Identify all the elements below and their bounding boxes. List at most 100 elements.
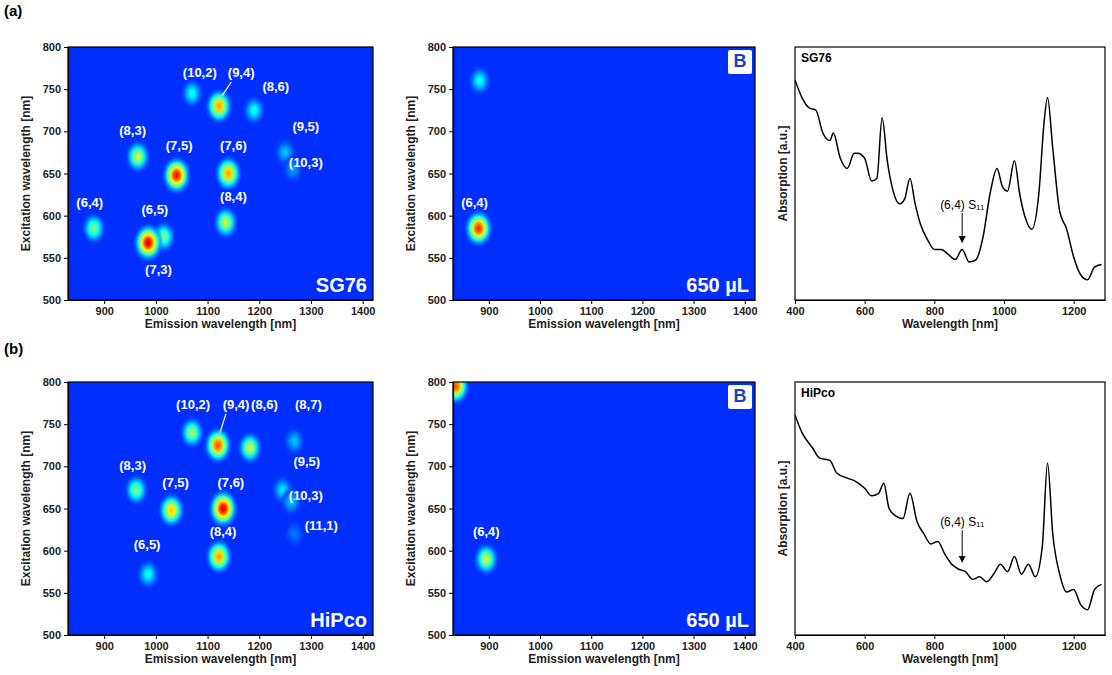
tick: 500: [428, 294, 453, 306]
tick-mark: [156, 300, 157, 304]
peak: [473, 542, 499, 576]
tick-mark: [1074, 635, 1075, 639]
y-axis: 500550600650700750800: [43, 376, 69, 641]
tick: 1000: [528, 300, 552, 317]
tick: 400: [786, 635, 804, 652]
annotation-arrow: [222, 82, 231, 96]
peak: [179, 416, 205, 450]
peak: [81, 212, 106, 245]
annotations: (8,3)(7,5)(10,2)(9,4)(8,6)(8,7)(7,6)(6,5…: [119, 397, 338, 552]
tick-label: 600: [428, 545, 446, 557]
tick-mark: [449, 89, 453, 90]
peak: [237, 431, 263, 465]
tick: 1400: [733, 300, 757, 317]
annotations: (6,4): [473, 524, 500, 539]
tick-mark: [64, 635, 68, 636]
axis-line: [68, 48, 69, 301]
tick: 1100: [196, 635, 220, 652]
tick-mark: [311, 635, 312, 639]
peak: [464, 209, 494, 248]
peak-label: (7,6): [220, 138, 247, 153]
tick-label: 400: [786, 640, 804, 652]
tick-mark: [208, 635, 209, 639]
panel-letter: B: [734, 386, 747, 406]
tick-mark: [64, 593, 68, 594]
tick-label: 650: [428, 503, 446, 515]
tick: 900: [480, 635, 498, 652]
tick-mark: [745, 635, 746, 639]
annotation: (6,4) S₁₁: [940, 198, 984, 212]
tick-mark: [449, 509, 453, 510]
axis-line: [796, 635, 1106, 636]
y-axis-title: Excitation wavelength [nm]: [19, 96, 33, 251]
tick-label: 1000: [528, 305, 552, 317]
annotation-arrow: [962, 213, 963, 242]
tick-label: 800: [43, 41, 61, 53]
y-axis-title: Excitation wavelength [nm]: [19, 431, 33, 586]
tick-label: 750: [43, 83, 61, 95]
peak: [205, 87, 233, 124]
tick-mark: [795, 635, 796, 639]
tick-mark: [64, 466, 68, 467]
tick-mark: [259, 635, 260, 639]
annotations: (6,4) S₁₁: [940, 198, 984, 242]
tick-mark: [1074, 300, 1075, 304]
tick-mark: [934, 635, 935, 639]
plot-background: [68, 47, 373, 300]
tick-mark: [694, 635, 695, 639]
tick-label: 500: [43, 629, 61, 641]
peak-label: (6,4): [473, 524, 500, 539]
peak: [158, 492, 186, 529]
peak: [214, 155, 242, 192]
tick: 900: [96, 635, 114, 652]
tick-mark: [865, 635, 866, 639]
peak: [180, 78, 204, 109]
panel-label: (b): [4, 340, 23, 357]
marks: [453, 382, 499, 576]
plot-frame: [68, 47, 373, 300]
annotations: (6,4): [461, 195, 488, 210]
panel-letter: B: [734, 51, 747, 71]
tick-mark: [311, 300, 312, 304]
tick-mark: [64, 424, 68, 425]
tick-label: 1200: [1062, 305, 1086, 317]
peak-label: (7,6): [217, 475, 244, 490]
x-axis-title: Emission wavelength [nm]: [528, 317, 679, 331]
tick: 600: [856, 635, 874, 652]
axis-line: [454, 300, 756, 301]
peak: [453, 382, 470, 405]
plot-frame: [795, 382, 1105, 635]
tick-mark: [865, 300, 866, 304]
tick: 1400: [733, 635, 757, 652]
plot-frame: [795, 47, 1105, 300]
peak-label: (10,3): [289, 155, 323, 170]
tick: 1300: [299, 300, 323, 317]
axis-line: [68, 383, 69, 636]
x-axis: 90010001100120013001400: [69, 635, 376, 652]
tick-mark: [104, 635, 105, 639]
tick-mark: [1004, 635, 1005, 639]
panel-title: SG76: [316, 274, 367, 296]
peak: [284, 520, 305, 548]
peak-label: (8,4): [220, 189, 247, 204]
tick-mark: [64, 216, 68, 217]
tick-label: 650: [428, 168, 446, 180]
tick: 800: [926, 635, 944, 652]
tick-label: 800: [428, 376, 446, 388]
tick: 800: [428, 376, 453, 388]
peak-label: (7,3): [145, 262, 172, 277]
panel: (10,2)(9,4)(8,6)(8,3)(7,5)(7,6)(9,5)(10,…: [19, 41, 375, 331]
tick-label: 700: [428, 125, 446, 137]
tick-mark: [208, 300, 209, 304]
x-axis-title: Wavelength [nm]: [902, 317, 998, 331]
tick-label: 550: [428, 252, 446, 264]
peak-label: (7,5): [162, 475, 189, 490]
tick-label: 900: [480, 640, 498, 652]
tick: 800: [428, 41, 453, 53]
tick-label: 500: [43, 294, 61, 306]
panel: (8,3)(7,5)(10,2)(9,4)(8,6)(8,7)(7,6)(6,5…: [19, 376, 375, 666]
tick: 1300: [682, 300, 706, 317]
peak: [283, 426, 305, 456]
tick-mark: [64, 382, 68, 383]
peak-label: (8,6): [251, 397, 278, 412]
